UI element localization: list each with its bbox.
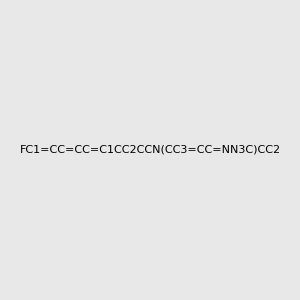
Text: FC1=CC=CC=C1CC2CCN(CC3=CC=NN3C)CC2: FC1=CC=CC=C1CC2CCN(CC3=CC=NN3C)CC2	[20, 145, 281, 155]
